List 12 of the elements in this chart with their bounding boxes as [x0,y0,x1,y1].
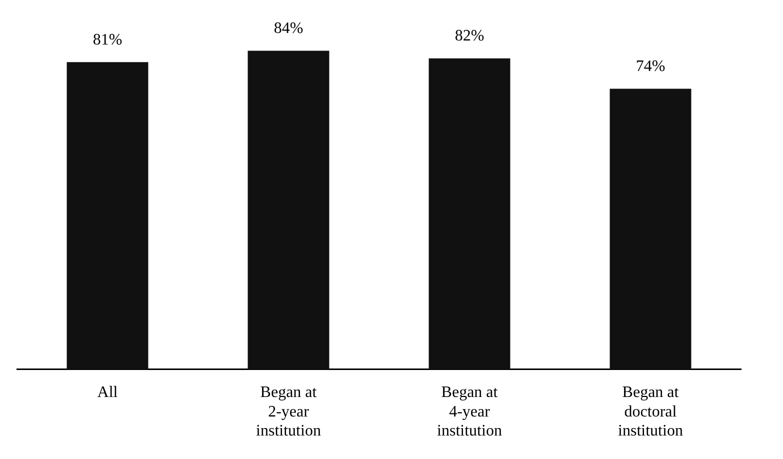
x-tick-label: All [97,384,118,402]
x-tick-label: Began at 2-year institution [256,384,321,440]
bar [248,50,330,370]
data-label: 74% [636,58,666,75]
data-label: 81% [92,31,122,48]
data-label: 82% [454,28,484,45]
bar [66,62,148,370]
x-tick-label: Began at 4-year institution [437,384,502,440]
bar [610,88,692,370]
data-label: 84% [274,20,304,37]
bar [428,58,510,370]
x-tick-label: Began at doctoral institution [618,384,683,440]
